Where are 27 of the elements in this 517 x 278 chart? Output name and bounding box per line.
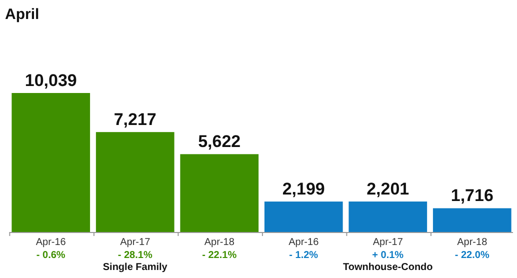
- data-label: 1,716: [450, 186, 494, 206]
- text: - 1.2%: [289, 250, 318, 261]
- data-label: 2,201: [366, 180, 410, 199]
- x-tick-label: Apr-17: [372, 237, 404, 248]
- bar: [264, 202, 343, 232]
- x-tick-label: Apr-18: [204, 237, 235, 248]
- text: - 0.6%: [36, 250, 66, 261]
- bar: [432, 208, 512, 232]
- x-tick-label: Apr-18: [457, 237, 488, 248]
- chart-title: April: [5, 6, 40, 23]
- text: - 22.1%: [202, 250, 237, 261]
- data-label: 5,622: [198, 132, 241, 152]
- data-label: 2,199: [282, 180, 325, 199]
- text: Single Family: [102, 262, 168, 273]
- data-label: 10,039: [24, 71, 77, 90]
- bar: [96, 132, 174, 232]
- x-tick-label: Apr-16: [36, 237, 66, 248]
- x-tick-label: Apr-17: [120, 237, 151, 248]
- bar: [12, 93, 90, 232]
- text: - 22.0%: [454, 250, 490, 261]
- bar: [180, 154, 259, 232]
- text: Townhouse-Condo: [342, 262, 433, 273]
- text: - 28.1%: [118, 250, 152, 261]
- x-tick-label: Apr-16: [288, 237, 320, 248]
- data-label: 7,217: [114, 110, 156, 130]
- bar: [348, 202, 428, 232]
- text: + 0.1%: [372, 250, 404, 261]
